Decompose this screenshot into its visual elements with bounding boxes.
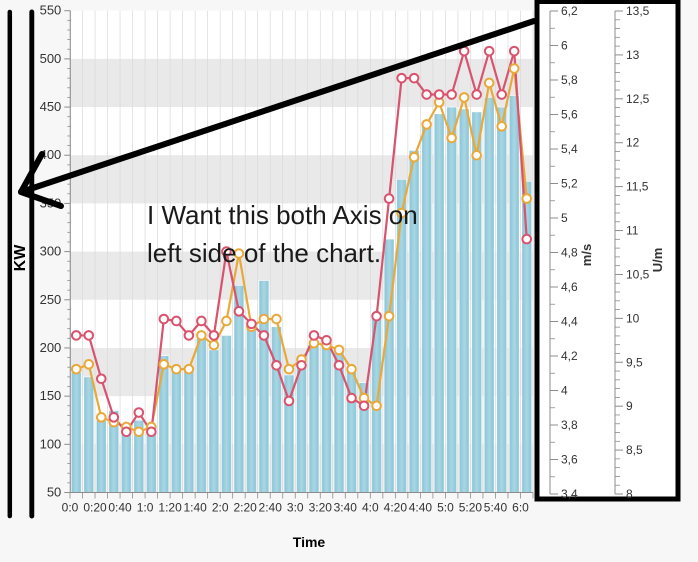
svg-text:12,5: 12,5 <box>626 92 650 106</box>
svg-text:6: 6 <box>561 39 568 53</box>
svg-text:4: 4 <box>561 384 568 398</box>
svg-text:9,5: 9,5 <box>626 355 643 369</box>
svg-text:10: 10 <box>626 311 640 325</box>
svg-text:3:40: 3:40 <box>334 501 358 515</box>
svg-text:5,2: 5,2 <box>561 177 578 191</box>
svg-text:13: 13 <box>626 48 640 62</box>
svg-text:50: 50 <box>47 485 61 500</box>
svg-text:0:40: 0:40 <box>108 501 132 515</box>
svg-text:10,5: 10,5 <box>626 268 650 282</box>
svg-text:3,6: 3,6 <box>561 453 578 467</box>
svg-text:I Want this both Axis on: I Want this both Axis on <box>147 200 418 230</box>
svg-text:3:20: 3:20 <box>309 501 333 515</box>
svg-text:550: 550 <box>40 3 62 18</box>
svg-text:2:0: 2:0 <box>212 501 229 515</box>
svg-text:100: 100 <box>40 436 62 451</box>
svg-text:4,4: 4,4 <box>561 315 578 329</box>
svg-text:Time: Time <box>293 534 326 550</box>
svg-text:11: 11 <box>626 224 639 238</box>
svg-text:1:20: 1:20 <box>158 501 182 515</box>
svg-text:13,5: 13,5 <box>626 4 650 18</box>
svg-text:left side of the chart.: left side of the chart. <box>147 238 381 268</box>
svg-text:0:20: 0:20 <box>83 501 107 515</box>
svg-text:4,8: 4,8 <box>561 246 578 260</box>
svg-text:300: 300 <box>40 244 62 259</box>
svg-text:8,5: 8,5 <box>626 443 643 457</box>
svg-text:4:40: 4:40 <box>409 501 433 515</box>
svg-text:3,4: 3,4 <box>561 487 578 501</box>
svg-text:3,8: 3,8 <box>561 418 578 432</box>
svg-text:2:40: 2:40 <box>259 501 283 515</box>
svg-text:250: 250 <box>40 292 62 307</box>
svg-text:450: 450 <box>40 99 62 114</box>
svg-text:5:40: 5:40 <box>484 501 508 515</box>
svg-text:5,8: 5,8 <box>561 73 578 87</box>
svg-text:5,6: 5,6 <box>561 108 578 122</box>
svg-text:6:0: 6:0 <box>512 501 529 515</box>
svg-text:11,5: 11,5 <box>626 180 649 194</box>
svg-text:12: 12 <box>626 136 640 150</box>
svg-text:5: 5 <box>561 211 568 225</box>
svg-text:150: 150 <box>40 388 62 403</box>
svg-text:4:0: 4:0 <box>362 501 379 515</box>
svg-text:200: 200 <box>40 340 62 355</box>
svg-text:500: 500 <box>40 51 62 66</box>
svg-text:1:40: 1:40 <box>183 501 207 515</box>
svg-text:U/m: U/m <box>650 248 665 273</box>
svg-text:5:20: 5:20 <box>459 501 483 515</box>
svg-text:5:0: 5:0 <box>437 501 454 515</box>
svg-text:1:0: 1:0 <box>137 501 154 515</box>
svg-text:5,4: 5,4 <box>561 142 578 156</box>
svg-text:m/s: m/s <box>579 244 594 266</box>
svg-text:2:20: 2:20 <box>234 501 258 515</box>
svg-text:KW: KW <box>12 244 29 272</box>
svg-text:3:0: 3:0 <box>287 501 304 515</box>
svg-text:9: 9 <box>626 399 633 413</box>
svg-text:6,2: 6,2 <box>561 4 578 18</box>
svg-text:4:20: 4:20 <box>384 501 408 515</box>
svg-text:0:0: 0:0 <box>62 501 79 515</box>
svg-text:4,2: 4,2 <box>561 349 578 363</box>
svg-text:8: 8 <box>626 487 633 501</box>
svg-text:4,6: 4,6 <box>561 280 578 294</box>
